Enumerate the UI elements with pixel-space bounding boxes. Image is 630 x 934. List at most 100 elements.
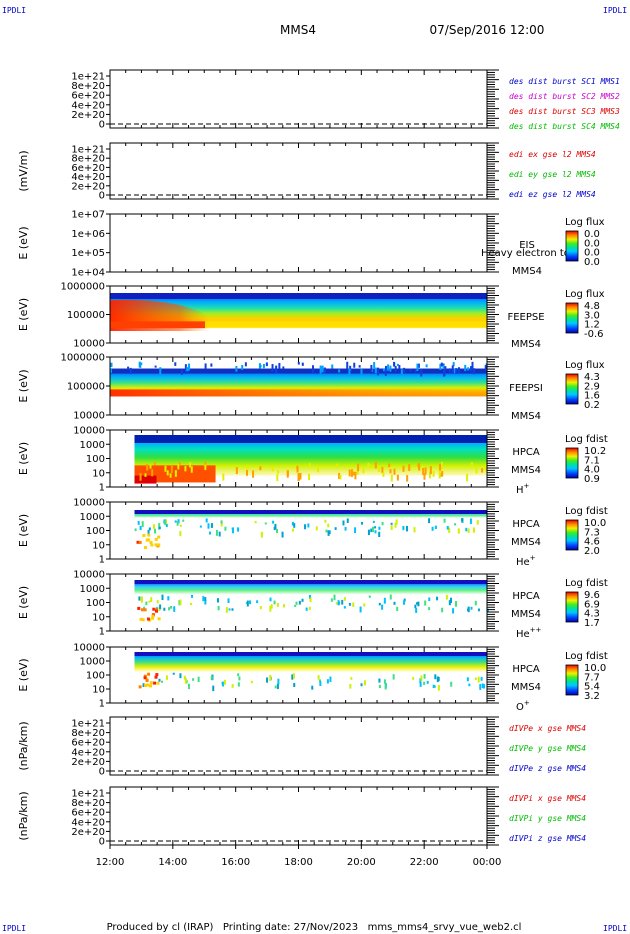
spectrogram-speckle — [393, 362, 396, 367]
spectrogram-speckle — [264, 522, 267, 525]
y-axis-label: (nPa/km) — [17, 791, 30, 840]
spectrogram-speckle — [309, 597, 312, 603]
spectrogram-speckle — [440, 461, 443, 469]
spectrogram-speckle — [466, 677, 469, 682]
spectrogram-hot-speckle — [146, 617, 150, 621]
panel-8: 10000 1000 100 10 1 E (eV) HPCA MMS4 He++ Log fdi… — [17, 570, 608, 641]
spectrogram-speckle — [443, 518, 446, 523]
spectrogram-band-top — [110, 368, 487, 374]
spectrogram-speckle — [235, 365, 238, 372]
y-tick-label: 1e+04 — [71, 268, 105, 279]
legend-entry: dIVPe x gse MMS4 — [509, 724, 586, 733]
spectrogram-speckle — [414, 369, 417, 373]
spectrogram-hot-speckle — [147, 672, 151, 676]
spectrogram-speckle — [448, 368, 451, 373]
y-tick-label: 8e+20 — [71, 728, 105, 739]
colorbar-tick-label: 4.6 — [584, 537, 600, 548]
y-tick-label: 2e+20 — [71, 181, 105, 192]
spectrogram-speckle — [227, 598, 230, 603]
y-tick-label: 10 — [92, 612, 105, 623]
spectrogram-speckle — [409, 368, 412, 372]
spectrogram-low-band — [205, 321, 487, 329]
spectrogram-speckle — [450, 681, 453, 687]
spectrogram-speckle — [381, 522, 384, 526]
y-tick-label: 10000 — [73, 339, 105, 350]
spectrogram-speckle — [260, 531, 263, 538]
spectrogram-speckle — [270, 604, 273, 609]
spectrogram-speckle — [334, 527, 337, 530]
spectrogram-speckle — [348, 368, 351, 377]
spectrogram-speckle — [311, 685, 314, 690]
spectrogram-speckle — [470, 606, 473, 610]
colorbar-tick-label: 1.7 — [584, 618, 600, 629]
spectrogram-speckle — [363, 680, 366, 686]
spectrogram-hot-speckle — [145, 677, 149, 681]
spectrogram-speckle — [316, 466, 319, 473]
spectrogram-speckle — [389, 365, 392, 372]
spectrogram-hot-speckle — [148, 684, 152, 688]
instrument-label: EIS — [519, 240, 535, 251]
spectrogram-speckle — [367, 462, 370, 467]
spectrogram-speckle — [293, 682, 296, 688]
spectrogram-speckle — [210, 363, 213, 367]
spectrogram-speckle — [205, 518, 208, 523]
spectrogram-speckle — [169, 473, 172, 478]
legend-entry: dIVPe z gse MMS4 — [509, 764, 586, 773]
spectrogram-speckle — [444, 366, 447, 371]
y-tick-label: 100 — [86, 526, 105, 537]
colorbar-title: Log flux — [565, 289, 605, 300]
spectrogram-speckle — [440, 362, 443, 367]
spectrogram-speckle — [439, 363, 442, 370]
y-tick-label: 2e+20 — [71, 110, 105, 121]
x-tick-label: 16:00 — [221, 857, 250, 868]
corner-label-top-left: IPDLI — [2, 6, 26, 15]
spectrogram-hot-speckle — [143, 674, 147, 678]
spectrogram-speckle — [374, 526, 377, 529]
spectrogram-speckle — [433, 685, 436, 688]
instrument-label: HPCA — [512, 519, 540, 530]
y-tick-label: 1000 — [80, 512, 105, 523]
spectrogram-speckle — [408, 463, 411, 472]
colorbar-tick-label: 7.7 — [584, 672, 600, 683]
spectrogram-hot-region-core — [134, 475, 157, 484]
corner-label-bottom-left: IPDLI — [2, 924, 26, 933]
y-tick-label: 4e+20 — [71, 100, 105, 111]
spectrogram-speckle — [383, 679, 386, 684]
spectrogram-speckle — [244, 362, 247, 367]
spectrogram-speckle — [360, 683, 363, 687]
spectrogram-speckle — [139, 525, 142, 530]
spectrogram-speckle — [262, 363, 265, 369]
spectrogram-speckle — [215, 529, 218, 536]
spectrogram-speckle — [325, 529, 328, 533]
spectrogram-speckle — [295, 601, 298, 605]
spectrogram-speckle — [222, 473, 225, 481]
spectrogram-low-band — [110, 389, 487, 397]
spectrogram-speckle — [329, 676, 332, 682]
spectrogram-hot-speckle — [147, 538, 151, 542]
colorbar-tick-label: 2.0 — [584, 546, 600, 557]
spectrogram-speckle — [307, 523, 310, 528]
spectrogram-speckle — [394, 366, 397, 373]
spectrogram-speckle — [414, 604, 417, 609]
species-charge: + — [524, 699, 530, 707]
spectrogram-hot-speckle — [155, 673, 159, 677]
spectrogram-speckle — [197, 676, 200, 682]
instrument-label: HPCA — [512, 447, 540, 458]
spectrogram-speckle — [350, 369, 353, 372]
y-tick-label: 10000 — [73, 643, 105, 654]
colorbar — [565, 230, 579, 262]
y-tick-label: 10000 — [73, 498, 105, 509]
spectrogram-speckle — [212, 685, 215, 692]
spectrogram-speckle — [154, 365, 157, 368]
spectrogram-speckle — [474, 600, 477, 606]
spectrogram-speckle — [338, 472, 341, 480]
spectrogram-speckle — [467, 606, 470, 613]
spectrogram-speckle — [453, 369, 456, 374]
spectrogram-speckle — [403, 367, 406, 373]
x-tick-label: 20:00 — [347, 857, 376, 868]
spectrogram-speckle — [254, 520, 257, 524]
y-tick-label: 1e+05 — [71, 248, 105, 259]
spectrogram-speckle — [218, 531, 221, 537]
